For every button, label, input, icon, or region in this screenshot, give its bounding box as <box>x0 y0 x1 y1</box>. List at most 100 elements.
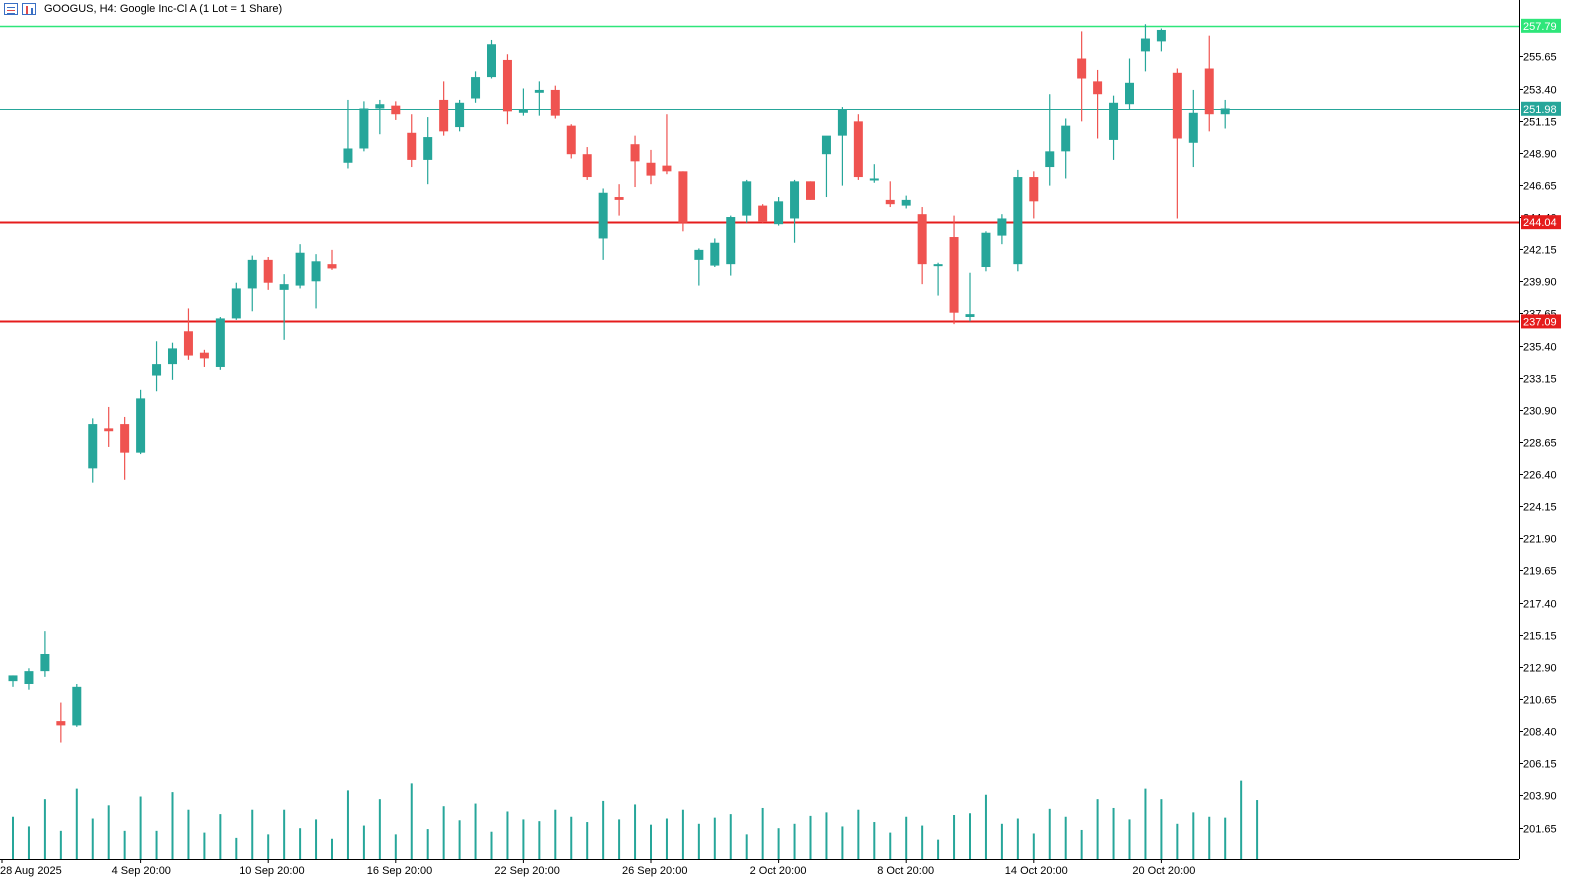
candle[interactable] <box>710 238 720 268</box>
candle[interactable] <box>295 244 305 289</box>
candle[interactable] <box>1188 89 1198 168</box>
candle[interactable] <box>1045 94 1055 186</box>
price-tick-label: 253.40 <box>1523 85 1557 97</box>
time-tick-label: 26 Sep 20:00 <box>622 865 687 877</box>
candle[interactable] <box>8 675 18 687</box>
candle[interactable] <box>837 107 847 186</box>
candle[interactable] <box>327 249 337 270</box>
candle[interactable] <box>566 124 576 159</box>
candle[interactable] <box>662 114 672 175</box>
candle[interactable] <box>487 39 496 79</box>
candle[interactable] <box>981 231 991 272</box>
candle[interactable] <box>901 195 911 209</box>
candle[interactable] <box>758 204 768 223</box>
candle[interactable] <box>168 342 177 380</box>
candle[interactable] <box>215 316 225 370</box>
candle[interactable] <box>646 149 656 185</box>
candle-body <box>1220 108 1230 115</box>
candle[interactable] <box>1093 69 1103 139</box>
candle[interactable] <box>678 171 688 232</box>
candle-body <box>566 125 576 155</box>
candle[interactable] <box>439 81 449 136</box>
candle[interactable] <box>1172 68 1182 219</box>
candle[interactable] <box>949 215 959 325</box>
candle[interactable] <box>407 114 417 168</box>
candle-body <box>1077 58 1087 79</box>
candle[interactable] <box>1204 35 1214 132</box>
candle[interactable] <box>821 135 831 198</box>
candle[interactable] <box>1140 24 1150 72</box>
candle[interactable] <box>72 683 82 727</box>
candle[interactable] <box>1220 99 1230 129</box>
price-label-box-support-upper <box>1521 215 1561 230</box>
candle-body <box>168 348 177 365</box>
candle[interactable] <box>120 416 130 480</box>
candle[interactable] <box>247 255 257 312</box>
candle-body <box>1172 72 1182 139</box>
candle-body <box>327 264 337 269</box>
candle-body <box>247 259 257 289</box>
candle[interactable] <box>614 184 624 216</box>
candle[interactable] <box>231 282 241 320</box>
candle-body <box>1013 177 1023 265</box>
candle[interactable] <box>997 214 1007 245</box>
candle[interactable] <box>965 272 975 322</box>
candle[interactable] <box>790 179 800 243</box>
candle[interactable] <box>869 164 879 183</box>
candle[interactable] <box>199 349 209 367</box>
candle[interactable] <box>359 101 369 152</box>
candle[interactable] <box>726 215 736 276</box>
candle[interactable] <box>471 71 481 103</box>
candle[interactable] <box>104 406 114 447</box>
candle[interactable] <box>1013 169 1023 272</box>
candle[interactable] <box>311 254 321 309</box>
candle[interactable] <box>742 179 752 223</box>
candle[interactable] <box>550 85 560 119</box>
candle[interactable] <box>806 181 815 200</box>
candle[interactable] <box>1029 171 1039 219</box>
candle[interactable] <box>279 274 289 340</box>
candle[interactable] <box>136 389 146 455</box>
candle[interactable] <box>694 248 704 286</box>
price-tick-label: 251.15 <box>1523 117 1557 129</box>
time-tick-label: 28 Aug 2025 <box>0 865 62 877</box>
candle[interactable] <box>933 262 943 296</box>
candle-body <box>1109 102 1119 140</box>
candle[interactable] <box>343 99 353 169</box>
candle[interactable] <box>1061 118 1071 179</box>
time-tick-label: 2 Oct 20:00 <box>750 865 807 877</box>
candles <box>8 24 1230 743</box>
candle[interactable] <box>502 54 512 125</box>
candle[interactable] <box>853 114 863 180</box>
candle[interactable] <box>56 702 66 743</box>
candle[interactable] <box>1109 95 1119 160</box>
candle[interactable] <box>1077 31 1087 122</box>
candle[interactable] <box>455 99 465 132</box>
candle[interactable] <box>391 101 401 120</box>
candle[interactable] <box>263 257 273 290</box>
candle[interactable] <box>152 341 162 392</box>
horizontal-levels <box>0 25 1519 323</box>
candle[interactable] <box>375 99 385 135</box>
candle[interactable] <box>24 668 34 690</box>
candle[interactable] <box>917 207 927 285</box>
candle[interactable] <box>774 197 784 226</box>
candle[interactable] <box>885 181 895 208</box>
candle-body <box>949 237 959 313</box>
candle[interactable] <box>40 631 50 677</box>
chart-list-icon[interactable] <box>4 3 18 15</box>
candle[interactable] <box>1125 58 1134 110</box>
candle[interactable] <box>582 147 592 180</box>
candle[interactable] <box>1156 28 1166 52</box>
candle[interactable] <box>534 81 544 116</box>
candle[interactable] <box>183 308 193 360</box>
chart-type-icon[interactable] <box>22 3 36 15</box>
candle[interactable] <box>423 117 433 185</box>
candle[interactable] <box>518 88 528 116</box>
symbol-description: Google Inc-Cl A (1 Lot = 1 Share) <box>119 3 283 15</box>
candle[interactable] <box>630 135 640 188</box>
candle[interactable] <box>88 418 98 483</box>
candle[interactable] <box>598 188 608 260</box>
